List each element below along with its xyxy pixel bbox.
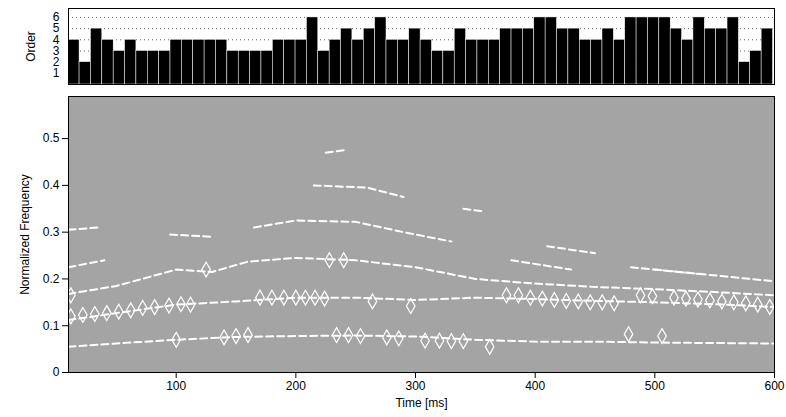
svg-text:2: 2 <box>52 55 60 69</box>
svg-text:4: 4 <box>52 32 60 47</box>
svg-text:400: 400 <box>525 379 545 393</box>
svg-text:1: 1 <box>52 66 60 81</box>
svg-text:Order: Order <box>24 31 38 62</box>
svg-text:100: 100 <box>166 379 186 393</box>
svg-text:0.1: 0.1 <box>43 319 60 333</box>
svg-text:0.4: 0.4 <box>43 178 60 192</box>
svg-text:Time [ms]: Time [ms] <box>395 396 447 410</box>
svg-text:0.3: 0.3 <box>43 225 60 239</box>
svg-text:5: 5 <box>52 21 60 36</box>
svg-text:300: 300 <box>406 379 426 393</box>
svg-text:Normalized Frequency: Normalized Frequency <box>18 174 32 295</box>
svg-text:600: 600 <box>764 379 784 393</box>
svg-text:500: 500 <box>645 379 665 393</box>
svg-text:0.2: 0.2 <box>43 272 60 286</box>
svg-text:3: 3 <box>52 43 60 58</box>
svg-text:6: 6 <box>53 10 60 24</box>
svg-text:0.5: 0.5 <box>43 131 60 145</box>
svg-text:200: 200 <box>286 379 306 393</box>
svg-text:0: 0 <box>53 365 60 379</box>
